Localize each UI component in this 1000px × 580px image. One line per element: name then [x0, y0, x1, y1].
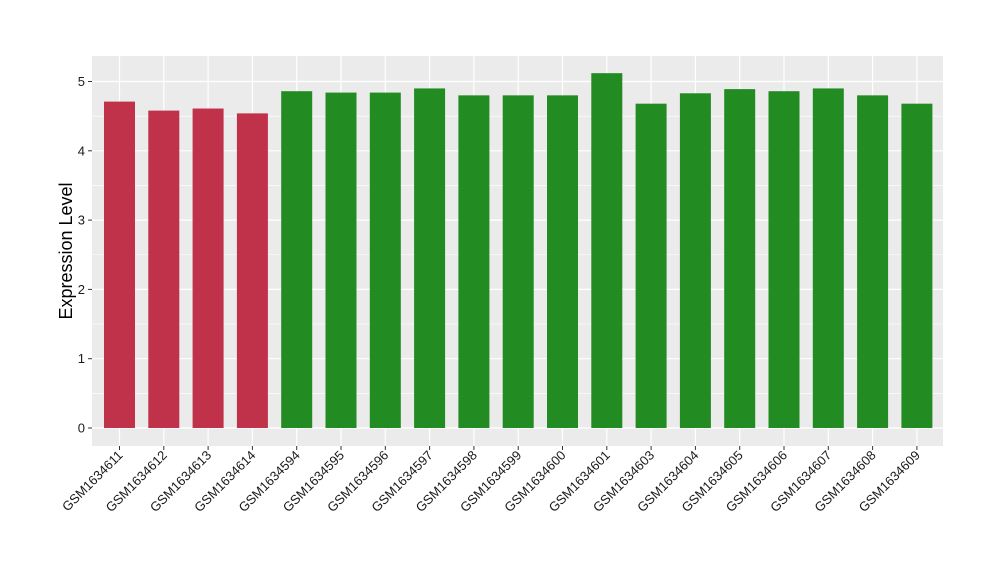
- bar-GSM1634607: [812, 88, 844, 429]
- bar-GSM1634594: [281, 91, 313, 429]
- bar-GSM1634595: [325, 92, 357, 428]
- y-tick-label: 4: [78, 143, 85, 158]
- bar-GSM1634598: [458, 95, 490, 429]
- y-axis-title: Expression Level: [56, 182, 76, 319]
- bar-GSM1634606: [768, 91, 800, 429]
- bar-GSM1634597: [414, 88, 446, 429]
- bar-GSM1634614: [236, 113, 268, 429]
- y-tick-label: 2: [78, 282, 85, 297]
- y-tick-label: 0: [78, 421, 85, 436]
- bar-GSM1634596: [369, 92, 401, 428]
- bar-GSM1634609: [901, 103, 933, 429]
- bars-group: [104, 73, 933, 429]
- bar-GSM1634601: [591, 73, 623, 429]
- bar-GSM1634608: [857, 95, 889, 429]
- bar-GSM1634605: [724, 89, 756, 429]
- x-axis: GSM1634611GSM1634612GSM1634613GSM1634614…: [59, 446, 923, 515]
- bar-GSM1634612: [148, 110, 180, 428]
- bar-GSM1634604: [679, 93, 711, 428]
- bar-GSM1634611: [104, 101, 135, 429]
- bar-GSM1634599: [502, 95, 534, 429]
- y-tick-label: 3: [78, 213, 85, 228]
- y-tick-label: 5: [78, 74, 85, 89]
- y-axis: 0 1 2 3 4 5: [78, 74, 92, 436]
- bar-GSM1634600: [547, 95, 578, 429]
- bar-GSM1634603: [635, 103, 667, 429]
- y-tick-label: 1: [78, 351, 85, 366]
- bar-GSM1634613: [192, 108, 224, 428]
